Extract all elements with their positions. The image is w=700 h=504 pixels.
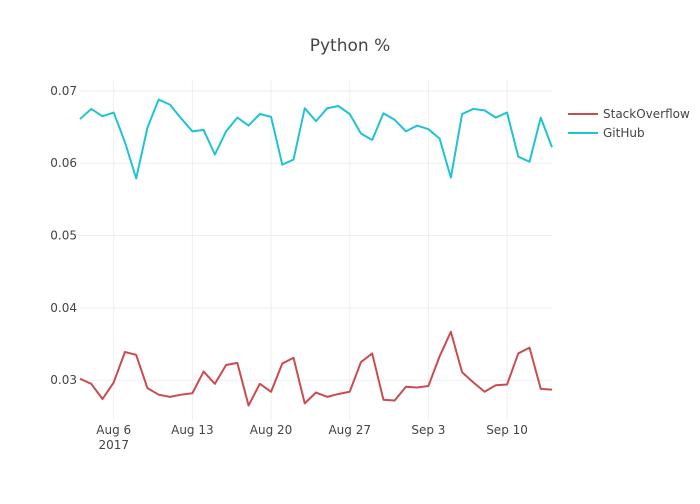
legend-item-github[interactable]: GitHub xyxy=(568,126,645,140)
gridlines xyxy=(80,80,552,420)
y-tick-label: 0.07 xyxy=(50,84,77,98)
x-tick-label: Sep 3 xyxy=(411,423,445,437)
x-tick-label: Aug 27 xyxy=(328,423,371,437)
series-line-stackoverflow[interactable] xyxy=(79,330,553,407)
legend-label: StackOverflow xyxy=(603,107,690,121)
x-tick-label: Sep 10 xyxy=(486,423,528,437)
y-axis-ticks: 0.03 0.04 0.05 0.06 0.07 xyxy=(50,84,77,387)
x-tick-year-label: 2017 xyxy=(98,438,129,452)
x-tick-label: Aug 6 xyxy=(96,423,131,437)
series-lines xyxy=(79,98,553,407)
y-tick-label: 0.03 xyxy=(50,373,77,387)
y-tick-label: 0.06 xyxy=(50,156,77,170)
x-tick-label: Aug 20 xyxy=(250,423,293,437)
y-tick-label: 0.05 xyxy=(50,229,77,243)
legend-label: GitHub xyxy=(603,126,645,140)
legend[interactable]: StackOverflow GitHub xyxy=(568,107,690,140)
chart-title: Python % xyxy=(310,36,390,56)
x-tick-label: Aug 13 xyxy=(171,423,214,437)
legend-item-stackoverflow[interactable]: StackOverflow xyxy=(568,107,690,121)
y-tick-label: 0.04 xyxy=(50,301,77,315)
series-line-github[interactable] xyxy=(79,98,553,180)
